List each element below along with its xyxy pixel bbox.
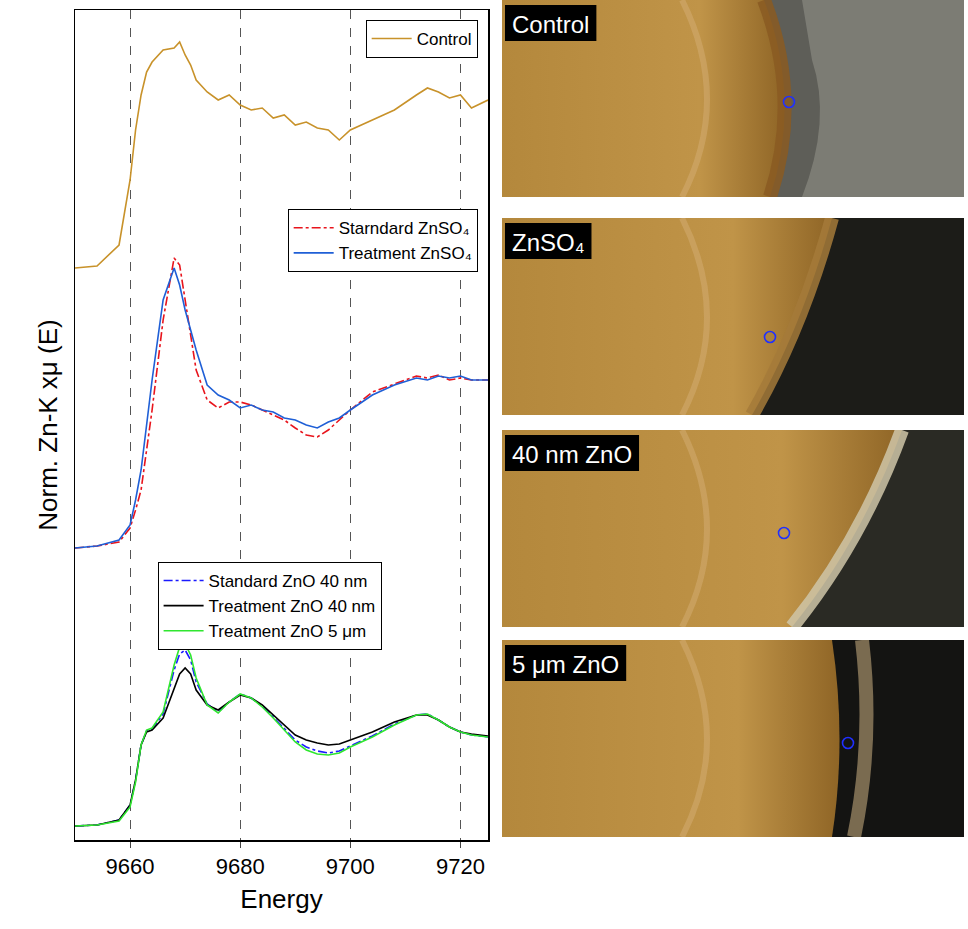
- svg-text:9700: 9700: [326, 854, 375, 879]
- svg-text:Standard ZnO 40 nm: Standard ZnO 40 nm: [209, 572, 368, 591]
- svg-text:9720: 9720: [436, 854, 485, 879]
- svg-text:Control: Control: [417, 30, 472, 49]
- svg-text:Control: Control: [512, 11, 589, 38]
- svg-text:Treatment ZnO 40 nm: Treatment ZnO 40 nm: [209, 597, 376, 616]
- svg-text:Starndard ZnSO₄: Starndard ZnSO₄: [339, 219, 470, 238]
- svg-text:Treatment ZnSO₄: Treatment ZnSO₄: [339, 244, 472, 263]
- svg-text:40 nm ZnO: 40 nm ZnO: [512, 441, 632, 468]
- svg-text:9680: 9680: [216, 854, 265, 879]
- svg-text:Treatment ZnO 5 μm: Treatment ZnO 5 μm: [209, 622, 366, 641]
- svg-text:9660: 9660: [106, 854, 155, 879]
- svg-text:Norm. Zn-K xμ (E): Norm. Zn-K xμ (E): [33, 319, 63, 530]
- svg-text:5 μm ZnO: 5 μm ZnO: [512, 651, 619, 678]
- svg-text:ZnSO₄: ZnSO₄: [512, 229, 584, 256]
- svg-text:Energy: Energy: [240, 884, 322, 914]
